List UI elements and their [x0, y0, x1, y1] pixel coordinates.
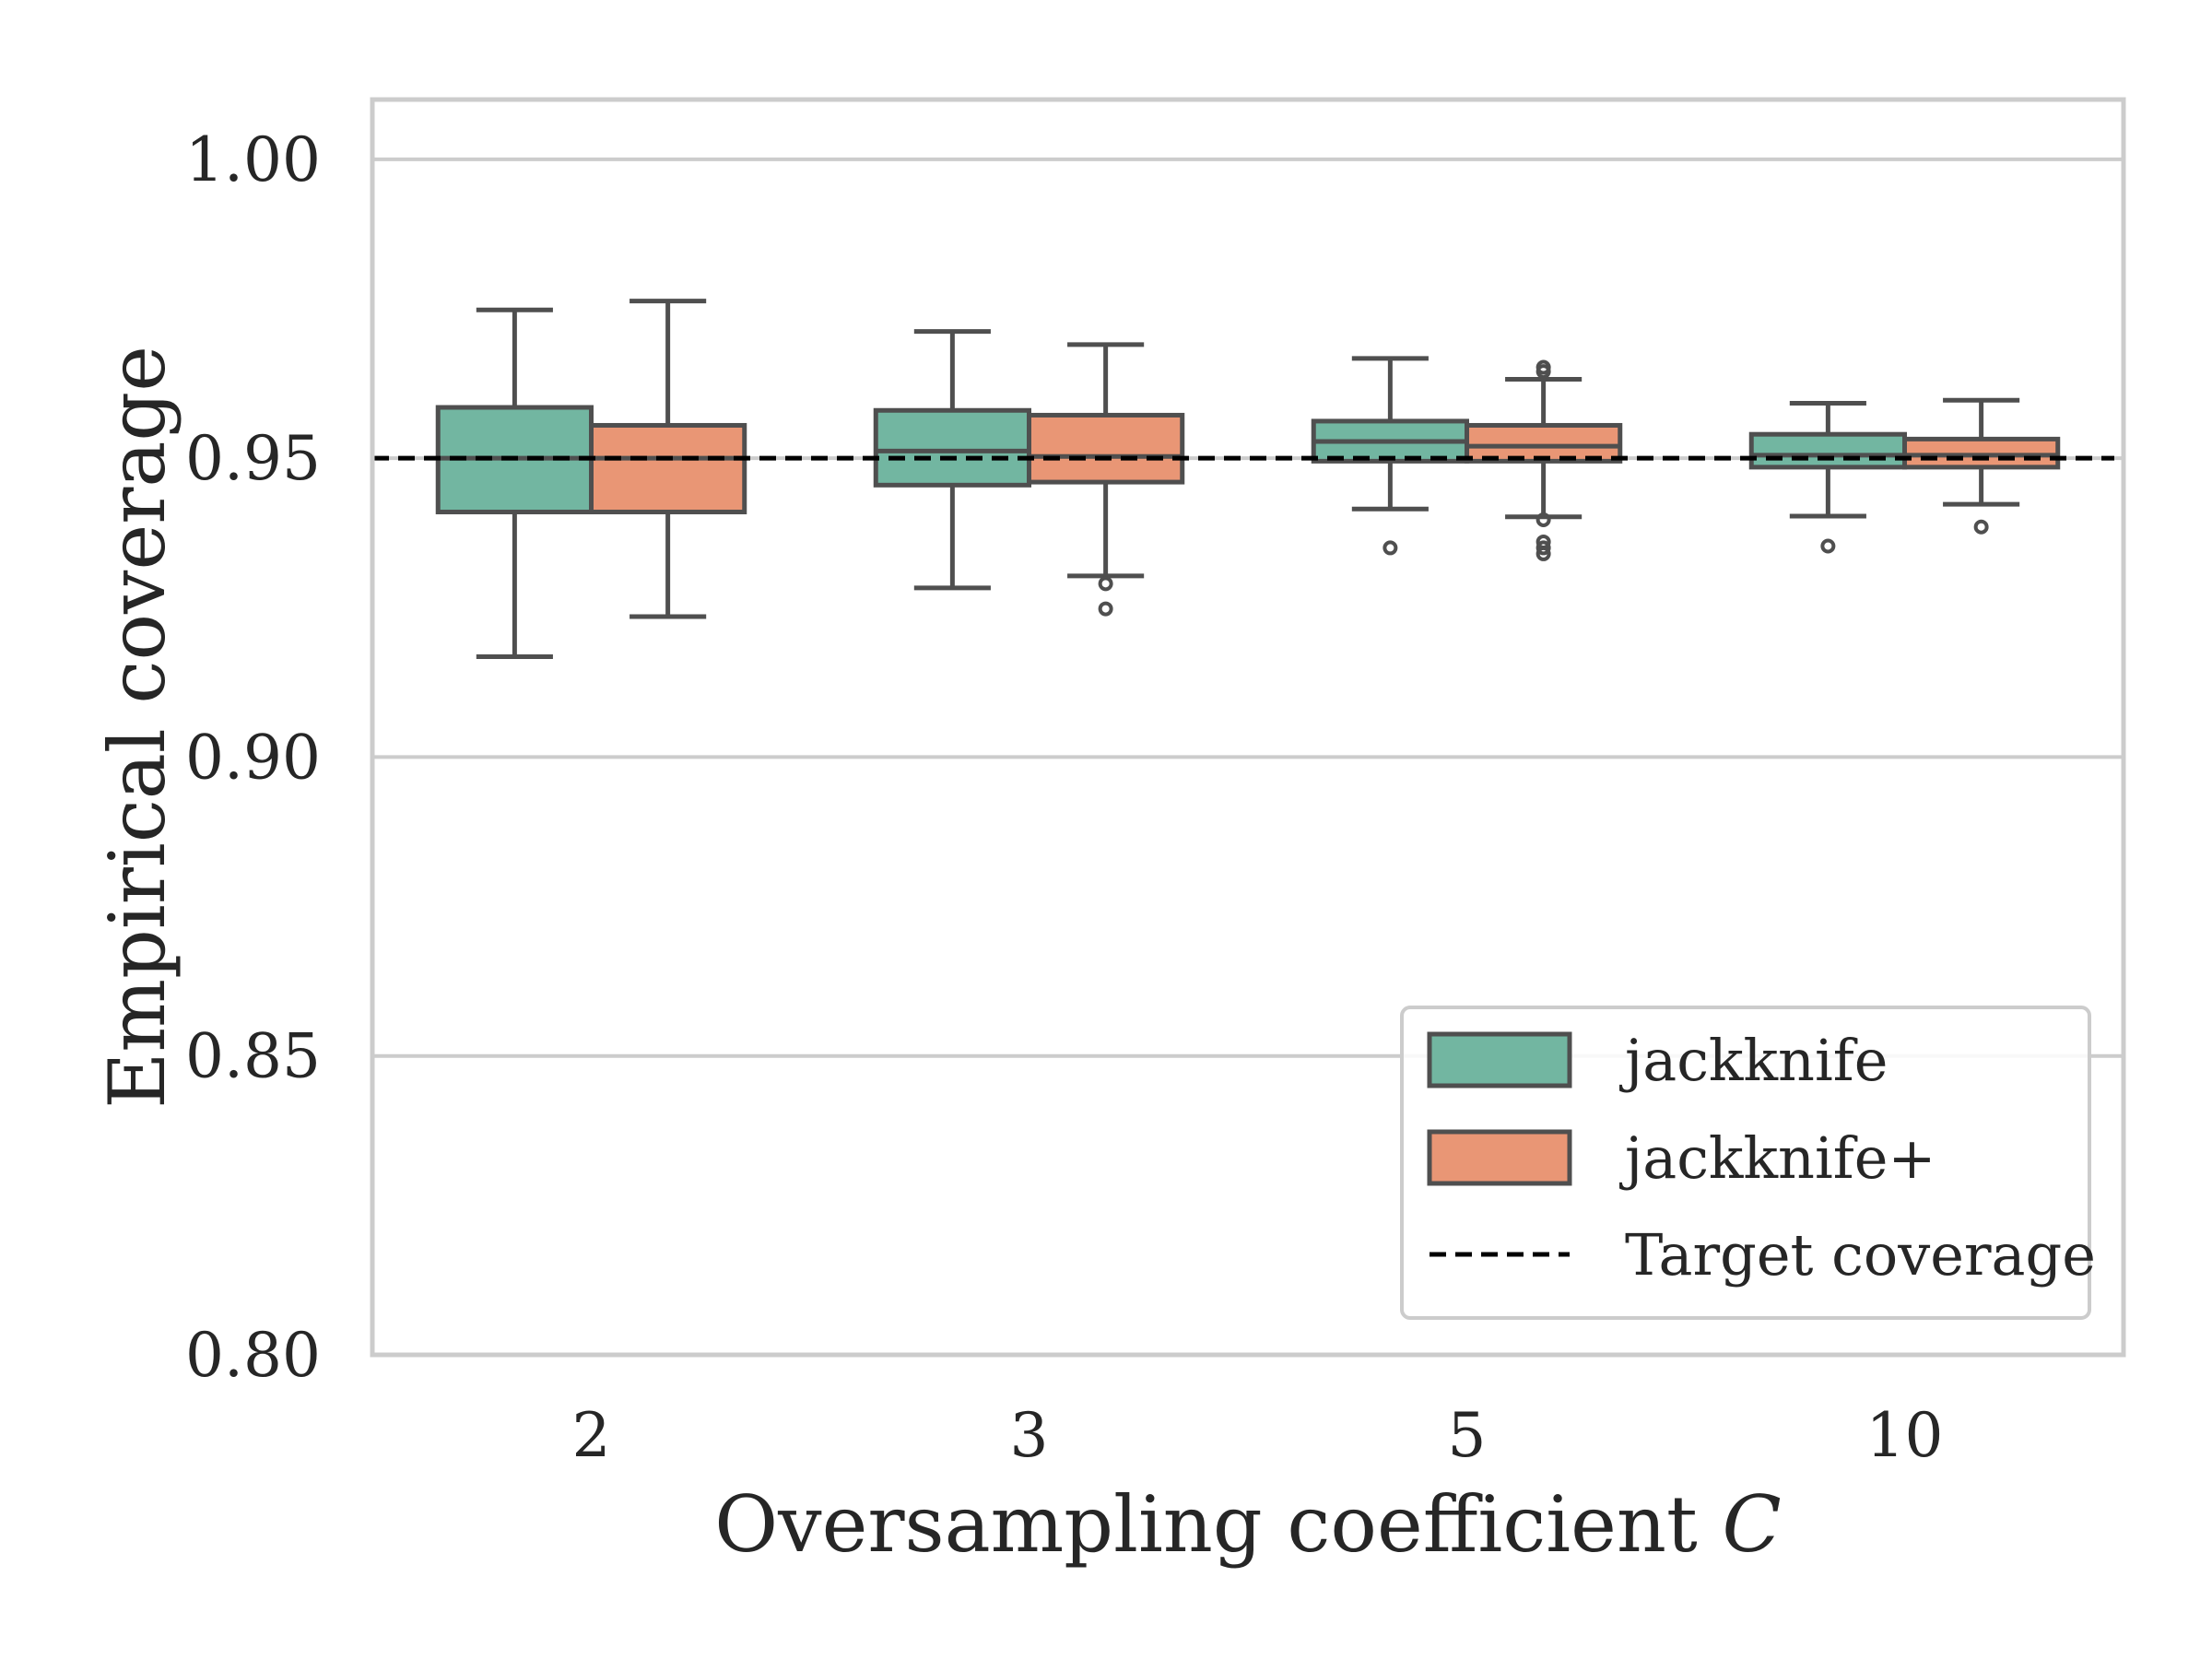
y-tick-label: 0.95	[185, 423, 321, 494]
legend-label-jackknife: jackknife	[1619, 1027, 1888, 1094]
y-axis-ticks: 0.80 0.85 0.90 0.95 1.00	[185, 124, 321, 1391]
box-body	[1027, 412, 1185, 485]
outlier-point	[1973, 519, 1989, 535]
x-tick-label: 10	[1866, 1400, 1944, 1471]
outlier-point	[1098, 576, 1113, 592]
outlier-point	[1535, 512, 1551, 527]
box-jackknife-plus-C10	[1902, 397, 2061, 535]
box-body	[589, 422, 747, 515]
plot-frame	[370, 97, 2126, 1358]
x-tick-label: 2	[572, 1400, 611, 1471]
outlier-point	[1535, 540, 1551, 556]
y-tick-label: 0.90	[185, 722, 321, 793]
y-tick-label: 1.00	[185, 124, 321, 195]
outlier-point	[1535, 364, 1551, 380]
box-body	[1465, 422, 1623, 464]
box-jackknife-plus-C3	[1027, 342, 1185, 617]
outlier-point	[1535, 546, 1551, 561]
y-tick-label: 0.85	[185, 1021, 321, 1092]
legend-swatch-jackknife	[1427, 1031, 1572, 1088]
x-tick-label: 5	[1448, 1400, 1487, 1471]
box-jackknife-plus-C5	[1465, 359, 1623, 561]
x-axis-label: Oversampling coefficient C	[714, 1479, 1781, 1570]
legend-frame	[1400, 1006, 2091, 1320]
box-jackknife-C10	[1748, 400, 1907, 554]
legend-label-target: Target coverage	[1625, 1221, 2096, 1288]
outlier-point	[1382, 540, 1398, 556]
box-jackknife-C5	[1311, 356, 1469, 556]
box-body	[873, 407, 1031, 488]
outlier-point	[1820, 538, 1836, 554]
x-axis-label-text: Oversampling coefficient	[714, 1479, 1698, 1570]
box-body	[1748, 431, 1907, 470]
y-tick-label: 0.80	[185, 1320, 321, 1391]
x-axis-variable: C	[1722, 1479, 1781, 1570]
legend-swatch-jackknife-plus	[1427, 1129, 1572, 1186]
x-tick-label: 3	[1010, 1400, 1049, 1471]
x-axis-ticks: 2 3 5 10	[572, 1400, 1944, 1471]
legend: jackknife jackknife+ Target coverage	[1400, 1006, 2096, 1320]
box-jackknife-plus-C2	[589, 299, 747, 619]
legend-label-jackknife-plus: jackknife+	[1619, 1124, 1936, 1192]
y-axis-label: Empirical coverage	[92, 346, 182, 1109]
box-plots	[435, 299, 2061, 659]
outlier-point	[1098, 601, 1113, 617]
